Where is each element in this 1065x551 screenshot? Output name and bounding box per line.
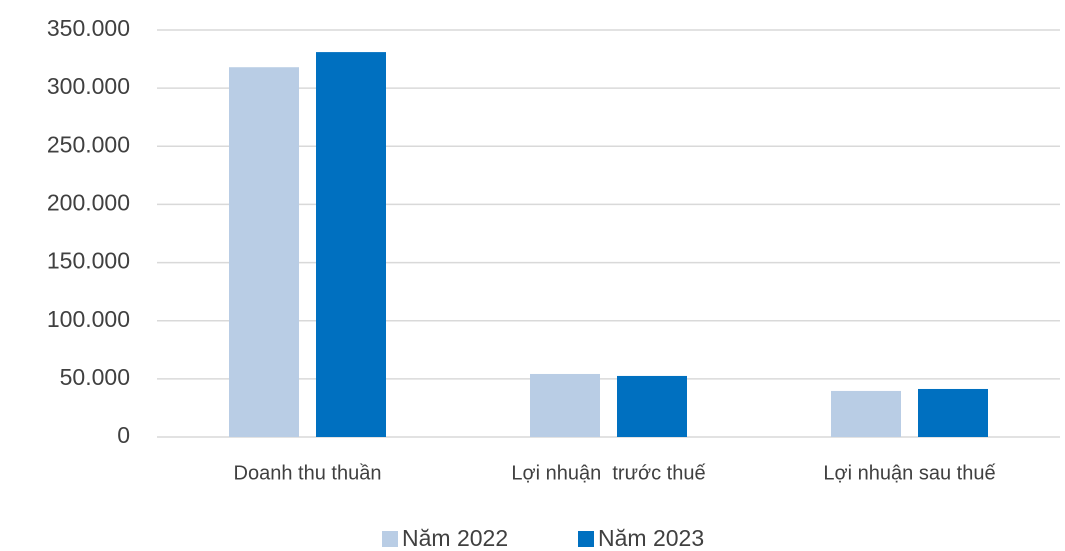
x-tick-label: Lợi nhuận trước thuế xyxy=(511,462,705,484)
y-tick-label: 250.000 xyxy=(47,131,130,157)
y-tick-label: 200.000 xyxy=(47,190,130,216)
y-tick-label: 350.000 xyxy=(47,15,130,41)
y-tick-label: 0 xyxy=(117,422,130,448)
legend-label: Năm 2023 xyxy=(598,525,704,551)
legend-label: Năm 2022 xyxy=(402,525,508,551)
y-tick-label: 100.000 xyxy=(47,306,130,332)
bar xyxy=(617,375,687,437)
bar xyxy=(918,388,988,437)
legend-swatch xyxy=(578,531,594,547)
legend-swatch xyxy=(382,531,398,547)
x-tick-label: Doanh thu thuần xyxy=(234,462,382,484)
bar xyxy=(530,373,600,437)
y-tick-label: 150.000 xyxy=(47,248,130,274)
y-tick-label: 300.000 xyxy=(47,73,130,99)
bar xyxy=(316,52,386,437)
y-tick-label: 50.000 xyxy=(60,364,130,390)
x-tick-label: Lợi nhuận sau thuế xyxy=(823,462,995,484)
bar xyxy=(229,67,299,437)
bar xyxy=(831,390,901,437)
